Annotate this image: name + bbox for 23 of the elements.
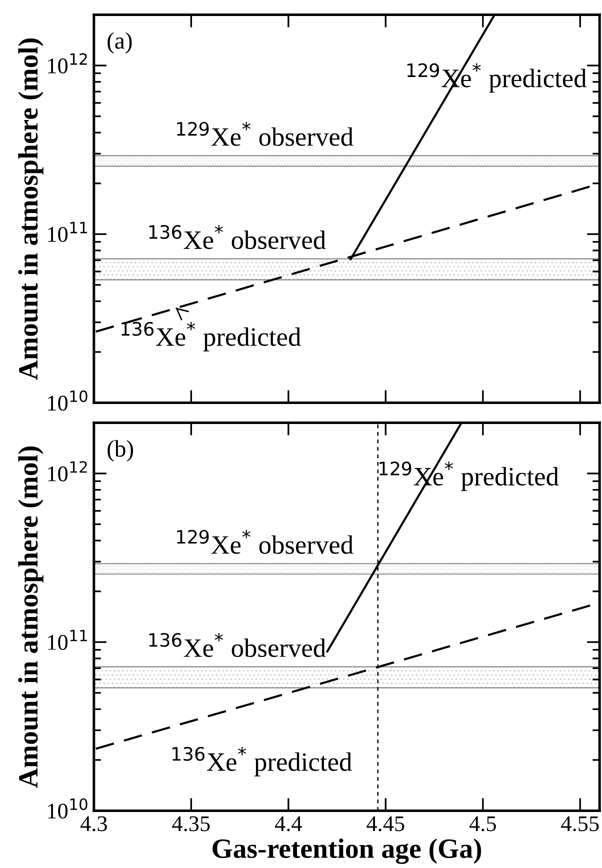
x-tick-label: 4.35: [172, 816, 210, 832]
y-tick-label: 10$^{11}$: [48, 630, 87, 650]
annotation: (b): [108, 440, 134, 462]
x-tick-label: 4.45: [366, 816, 404, 832]
y-axis-title: Amount in atmosphere (mol): [18, 446, 44, 788]
band-label: $^{136}$Xe$^{*}$ observed: [149, 225, 326, 250]
y-tick-label: 10$^{10}$: [48, 798, 88, 819]
x-axis-title: Gas-retention age (Ga): [212, 838, 482, 864]
series-label: $^{136}$Xe$^{*}$ predicted: [172, 746, 352, 776]
annotation: (a): [108, 32, 132, 54]
x-tick-label: 4.4: [274, 816, 302, 832]
band-label: $^{129}$Xe$^{*}$ observed: [177, 122, 354, 146]
y-tick-label: 10$^{12}$: [48, 53, 87, 74]
band-label: $^{129}$Xe$^{*}$ observed: [177, 530, 354, 554]
y-tick-label: 10$^{11}$: [48, 222, 87, 242]
band-label: $^{136}$Xe$^{*}$ observed: [149, 632, 326, 658]
y-tick-label: 10$^{10}$: [48, 390, 88, 411]
x-tick-label: 4.5: [469, 816, 496, 832]
x-tick-label: 4.3: [80, 816, 107, 832]
y-axis-title: Amount in atmosphere (mol): [18, 38, 44, 380]
annotation: $^{136}$Xe$^{*}$ predicted: [121, 322, 301, 352]
y-tick-label: 10$^{12}$: [48, 461, 87, 482]
x-tick-label: 4.55: [561, 816, 599, 832]
